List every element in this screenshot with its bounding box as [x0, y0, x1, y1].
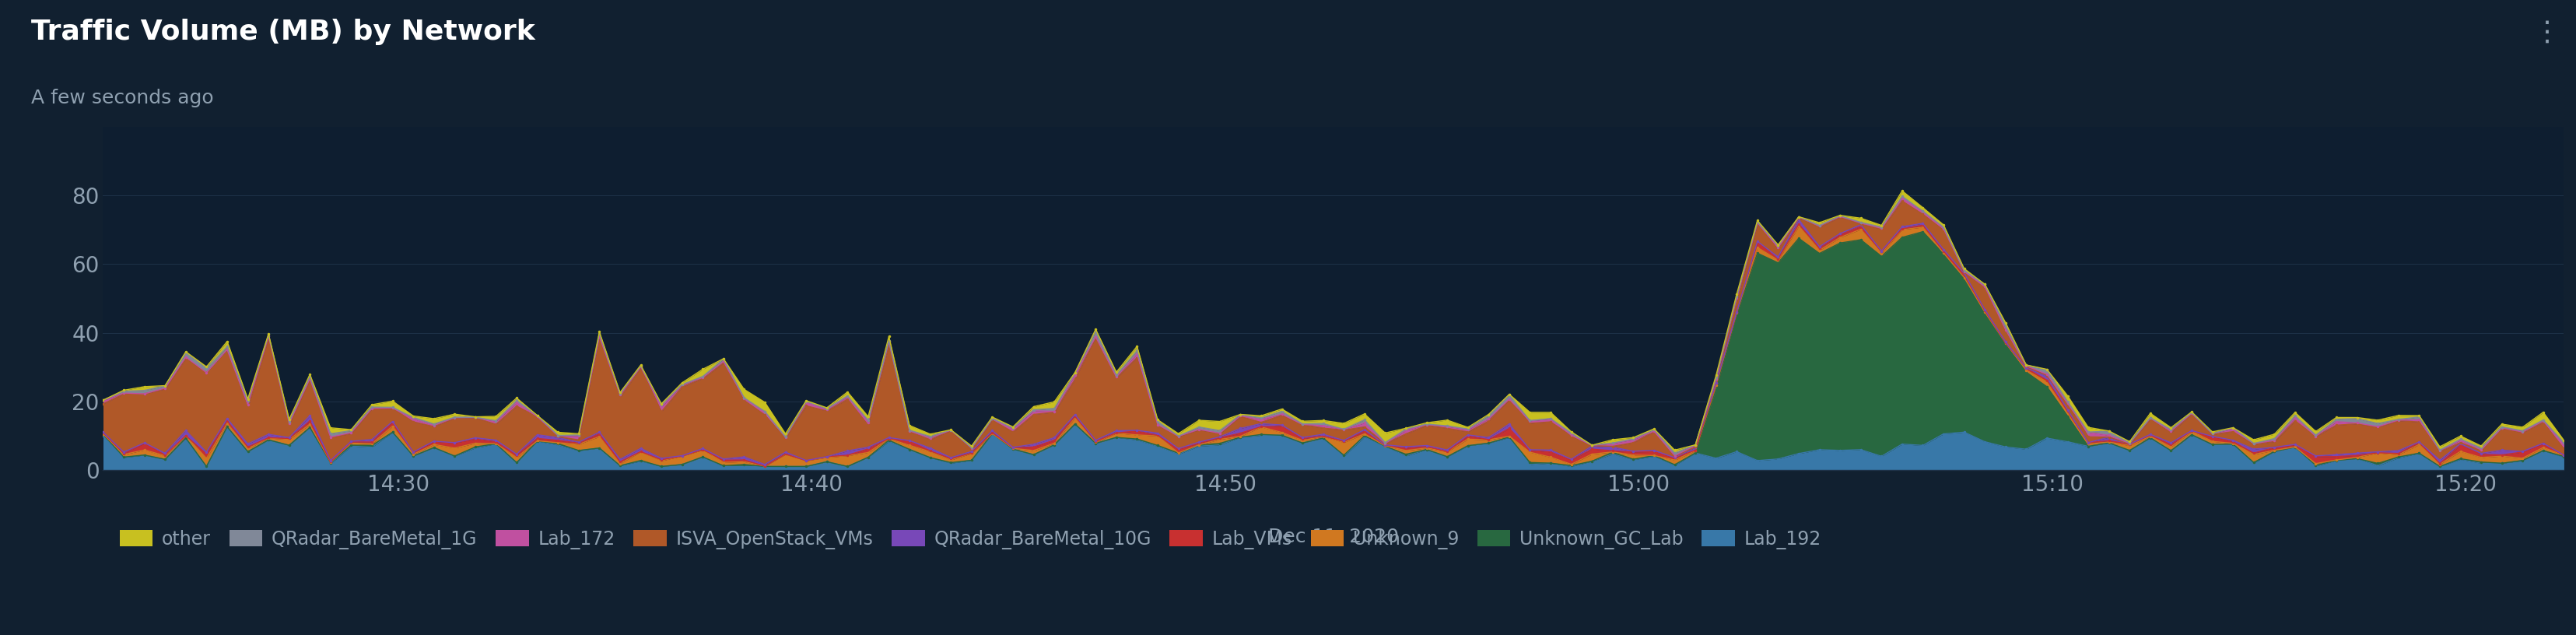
X-axis label: Dec 11, 2020: Dec 11, 2020	[1267, 528, 1399, 547]
Legend: other, QRadar_BareMetal_1G, Lab_172, ISVA_OpenStack_VMs, QRadar_BareMetal_10G, L: other, QRadar_BareMetal_1G, Lab_172, ISV…	[113, 523, 1829, 557]
Text: Traffic Volume (MB) by Network: Traffic Volume (MB) by Network	[31, 19, 536, 46]
Text: A few seconds ago: A few seconds ago	[31, 89, 214, 107]
Text: ⋮: ⋮	[2532, 19, 2561, 46]
